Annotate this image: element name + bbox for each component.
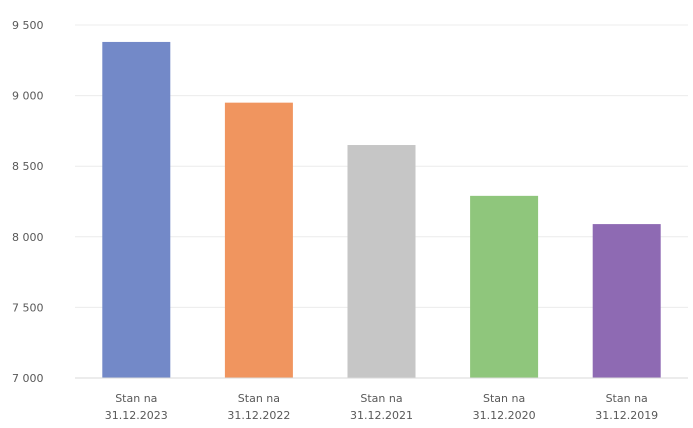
y-tick-label: 8 000 (12, 231, 44, 244)
y-tick-label: 7 000 (12, 372, 44, 385)
bar (224, 102, 293, 378)
x-tick-label: Stan na 31.12.2023 (105, 392, 168, 422)
x-tick-label: Stan na 31.12.2022 (227, 392, 290, 422)
y-tick-label: 9 000 (12, 90, 44, 103)
bars (102, 41, 661, 378)
x-tick-label: Stan na 31.12.2021 (350, 392, 413, 422)
bar (347, 145, 416, 378)
bar (102, 41, 171, 378)
y-tick-label: 9 500 (12, 19, 44, 32)
bar (592, 224, 661, 378)
y-axis-ticks: 7 000 7 500 8 000 8 500 9 000 9 500 (12, 19, 44, 385)
x-tick-label: Stan na 31.12.2020 (473, 392, 536, 422)
x-tick-label: Stan na 31.12.2019 (595, 392, 658, 422)
x-axis-labels: Stan na 31.12.2023 Stan na 31.12.2022 Stan n… (105, 392, 658, 422)
bar (470, 195, 539, 378)
y-tick-label: 8 500 (12, 160, 44, 173)
y-tick-label: 7 500 (12, 301, 44, 314)
